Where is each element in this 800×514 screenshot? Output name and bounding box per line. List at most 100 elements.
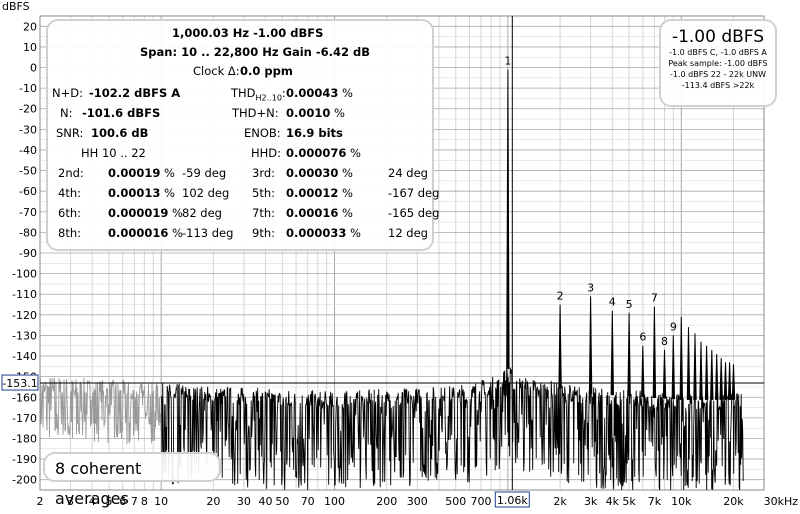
- level-detail-4: -113.4 dBFS >22k: [681, 81, 755, 90]
- x-tick-label: 200: [376, 495, 397, 508]
- clock-label: Clock Δ:: [193, 64, 240, 78]
- harmonic-value: 0.000016 %: [108, 226, 183, 240]
- y-tick-label: 20: [23, 20, 37, 33]
- snr-value: 100.6 dB: [91, 126, 149, 140]
- harmonic-peak: [652, 306, 657, 398]
- x-tick-label: 30: [237, 495, 251, 508]
- cursor-freq-label: 1.06k: [497, 494, 528, 507]
- harmonic-row: 4th: 0.00013 % 102 deg 5th: 0.00012 % -167 de…: [48, 184, 439, 203]
- x-tick-label: 40: [259, 495, 273, 508]
- harmonic-phase: -165 deg: [388, 206, 440, 220]
- harmonic-marker-label: 9: [670, 320, 677, 333]
- harmonic-peak: [727, 362, 732, 400]
- thdn-label: THD+N:: [232, 106, 279, 120]
- hh-label: HH 10 .. 22: [81, 146, 146, 160]
- averages-badge[interactable]: 8 coherent averages: [43, 452, 221, 508]
- y-tick-label: -60: [19, 185, 37, 198]
- harmonic-peak: [719, 358, 723, 400]
- harmonic-phase: -113 deg: [182, 226, 234, 240]
- harmonic-label: 4th:: [58, 186, 81, 200]
- harmonic-marker-label: 2: [557, 290, 564, 303]
- harmonic-peak: [641, 345, 645, 398]
- harmonic-label: 3rd:: [252, 166, 276, 180]
- y-tick-label: -200: [12, 474, 37, 487]
- y-tick-label: 0: [30, 62, 37, 75]
- harmonic-peak: [610, 310, 615, 396]
- harmonic-peak: [627, 312, 631, 397]
- harmonic-marker-label: 7: [651, 292, 658, 305]
- harmonic-phase: -167 deg: [388, 186, 440, 200]
- plot-frame: [39, 15, 765, 491]
- harmonic-label: 6th:: [58, 206, 81, 220]
- y-tick-label: -140: [12, 350, 37, 363]
- thd-label: THDH2..10:: [231, 86, 286, 103]
- nd-value: -102.2 dBFS A: [89, 86, 181, 100]
- level-detail-2: Peak sample: -1.00 dBFS: [668, 59, 768, 68]
- y-tick-label: -120: [12, 309, 37, 322]
- harmonic-phase: 12 deg: [388, 226, 428, 240]
- stats-panel[interactable]: 1,000.03 Hz -1.00 dBFS Span: 10 .. 22,80…: [46, 19, 439, 251]
- x-tick-label: 6: [119, 495, 126, 508]
- x-tick-label: 7k: [648, 495, 662, 508]
- x-axis-unit: 30kHz: [764, 495, 799, 508]
- x-tick-label: 5: [105, 495, 112, 508]
- harmonic-peak: [686, 327, 691, 400]
- harmonic-marker-label: 3: [587, 281, 594, 294]
- harmonic-marker-label: 1: [504, 55, 511, 68]
- y-tick-label: 10: [23, 41, 37, 54]
- level-readout: -1.00 dBFS: [671, 27, 765, 47]
- x-tick-label: 3: [67, 495, 74, 508]
- harmonic-peak: [679, 316, 684, 400]
- y-tick-label: -190: [12, 453, 37, 466]
- y-tick-label: -160: [12, 391, 37, 404]
- harmonic-peak: [699, 341, 703, 400]
- y-tick-label: -110: [12, 288, 37, 301]
- level-detail-3: -1.0 dBFS 22 - 22k UNW: [669, 70, 767, 79]
- y-tick-label: -90: [19, 247, 37, 260]
- cursor-level-label: -153.1: [2, 377, 37, 390]
- stats-row-n: N: -101.6 dBFS THD+N: 0.0010 %: [48, 104, 432, 123]
- stats-row-clock: Clock Δ: 0.0 ppm: [48, 62, 432, 81]
- noise-trace-below-span: [39, 377, 162, 445]
- harmonic-peak: [662, 349, 667, 399]
- y-tick-label: -70: [19, 206, 37, 219]
- y-tick-label: -30: [19, 123, 37, 136]
- x-tick-label: 10k: [671, 495, 692, 508]
- harmonic-row: 2nd: 0.00019 % -59 deg 3rd: 0.00030 % 24 deg: [48, 164, 432, 183]
- y-tick-label: -20: [19, 103, 37, 116]
- harmonic-marker-label: 6: [639, 331, 646, 344]
- x-tick-label: 300: [407, 495, 428, 508]
- harmonic-phase: -59 deg: [182, 166, 227, 180]
- x-tick-label: 100: [324, 495, 345, 508]
- thd-value: 0.00043 %: [286, 86, 353, 100]
- x-tick-label: 20k: [723, 495, 744, 508]
- harmonic-peak: [723, 362, 728, 400]
- level-summary-panel[interactable]: -1.00 dBFS -1.0 dBFS C, -1.0 dBFS A Peak…: [659, 19, 777, 107]
- cursor-freq-box: [494, 491, 530, 508]
- harmonic-marker-label: 5: [626, 298, 633, 311]
- harmonic-peak: [558, 304, 562, 389]
- harmonic-row: 8th: 0.000016 % -113 deg 9th: 0.000033 % 12 d…: [48, 224, 432, 243]
- hhd-value: 0.000076 %: [286, 146, 361, 160]
- harmonic-label: 8th:: [58, 226, 81, 240]
- thdn-value: 0.0010 %: [286, 106, 345, 120]
- harmonic-peak: [714, 353, 719, 400]
- harmonic-value: 0.00019 %: [108, 166, 175, 180]
- harmonic-marker-label: 4: [609, 296, 616, 309]
- level-detail-1: -1.0 dBFS C, -1.0 dBFS A: [669, 48, 767, 57]
- harmonic-peak: [710, 349, 714, 400]
- harmonic-phase: 102 deg: [182, 186, 230, 200]
- nd-label: N+D:: [52, 86, 83, 100]
- harmonic-peak: [731, 364, 736, 400]
- enob-label: ENOB:: [244, 126, 281, 140]
- x-tick-label: 7: [131, 495, 138, 508]
- harmonic-label: 7th:: [252, 206, 275, 220]
- noise-trace: [160, 367, 744, 491]
- y-tick-label: -80: [19, 226, 37, 239]
- snr-label: SNR:: [56, 126, 84, 140]
- harmonic-value: 0.00012 %: [286, 186, 353, 200]
- harmonic-phase: 24 deg: [388, 166, 428, 180]
- harmonic-peak: [704, 345, 709, 400]
- y-tick-label: -180: [12, 432, 37, 445]
- enob-value: 16.9 bits: [286, 126, 343, 140]
